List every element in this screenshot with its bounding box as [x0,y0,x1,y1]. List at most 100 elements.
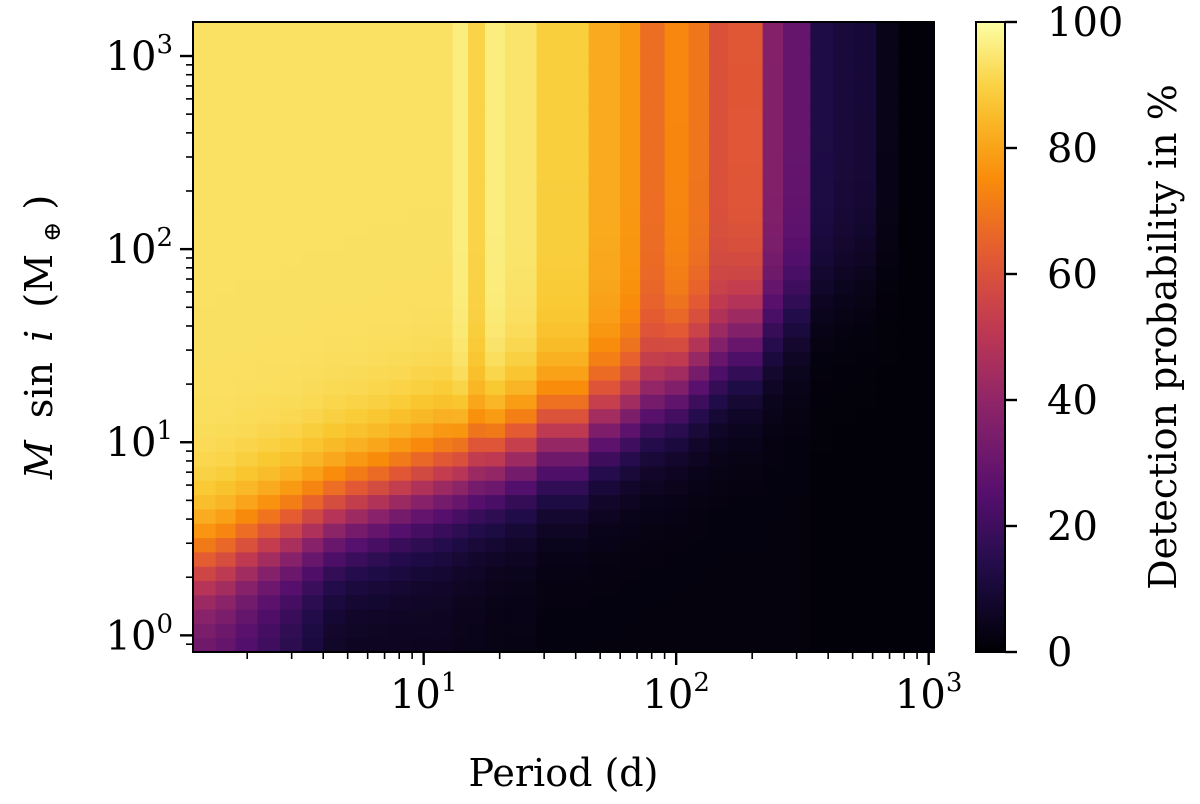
heatmap-cell [345,150,369,166]
heatmap-cell [280,337,303,352]
heatmap-cell [389,165,412,181]
heatmap-cell [727,122,764,138]
heatmap-cell [389,508,412,524]
heatmap-cell [193,508,217,524]
heatmap-cell [280,279,303,295]
heatmap-cell [505,365,538,381]
heatmap-cell [854,351,877,367]
heatmap-cell [433,165,454,181]
heatmap-cell [452,537,469,553]
heatmap-cell [664,394,690,410]
heatmap-cell [215,136,237,152]
heatmap-cell [876,136,900,152]
heatmap-cell [854,93,877,109]
heatmap-cell [280,122,303,138]
heatmap-cell [235,422,259,438]
heatmap-cell [485,451,506,467]
heatmap-cell [468,251,486,267]
heatmap-cell [664,308,690,324]
heatmap-cell [235,36,259,52]
heatmap-cell [452,251,469,267]
heatmap-cell [433,265,454,281]
y-axis-title-unit-sub: ⊕ [38,222,66,242]
heatmap-cell [762,322,784,338]
heatmap-cell [588,236,621,252]
heatmap-cell [833,179,856,195]
heatmap-cell [898,594,935,610]
heatmap-cell [257,480,281,496]
heatmap-cell [536,379,590,395]
heatmap-cell [854,236,877,252]
heatmap-cell [257,251,281,267]
heatmap-cell [323,265,347,281]
heatmap-cell [810,437,835,453]
heatmap-cell [727,437,764,453]
heatmap-cell [323,408,347,424]
heatmap-cell [688,322,710,338]
heatmap-cell [762,308,784,324]
heatmap-cell [345,122,369,138]
heatmap-cell [257,580,281,596]
heatmap-cell [854,251,877,267]
heatmap-cell [854,566,877,582]
heatmap-cell [664,279,690,295]
heatmap-cell [588,251,621,267]
heatmap-cell [468,150,486,166]
heatmap-cell [898,465,935,481]
heatmap-cell [280,79,303,95]
heatmap-cell [235,136,259,152]
heatmap-cell [898,523,935,539]
heatmap-cell [810,566,835,582]
heatmap-cell [640,322,666,338]
heatmap-cell [323,637,347,653]
heatmap-cell [898,609,935,624]
heatmap-cell [452,508,469,524]
heatmap-cell [620,136,641,152]
heatmap-cell [468,480,486,496]
heatmap-cell [664,294,690,309]
heatmap-cell [664,107,690,123]
heatmap-cell [389,523,412,539]
heatmap-cell [389,623,412,639]
heatmap-cell [709,451,729,467]
heatmap-cell [783,437,811,453]
heatmap-cell [280,465,303,481]
heatmap-cell [389,93,412,109]
heatmap-cell [536,179,590,195]
heatmap-cell [452,451,469,467]
heatmap-cell [468,208,486,224]
heatmap-cell [485,322,506,338]
heatmap-cell [640,408,666,424]
heatmap-cell [367,308,390,324]
heatmap-cell [302,480,324,496]
heatmap-cell [345,93,369,109]
heatmap-cell [367,294,390,309]
heatmap-cell [257,136,281,152]
heatmap-cell [193,566,217,582]
heatmap-cell [367,36,390,52]
heatmap-cell [505,236,538,252]
heatmap-cell [810,122,835,138]
heatmap-cell [452,322,469,338]
colorbar-tick-label: 80 [1047,126,1098,172]
heatmap-cell [664,179,690,195]
heatmap-cell [762,594,784,610]
heatmap-cell [485,294,506,309]
heatmap-cell [854,465,877,481]
heatmap-cell [345,22,369,37]
heatmap-cell [235,594,259,610]
heatmap-cell [854,150,877,166]
heatmap-cell [215,208,237,224]
heatmap-cell [620,437,641,453]
heatmap-cell [302,265,324,281]
heatmap-cell [762,537,784,553]
heatmap-cell [389,637,412,653]
heatmap-cell [345,36,369,52]
heatmap-cell [854,437,877,453]
heatmap-cell [709,609,729,624]
heatmap-cell [193,408,217,424]
heatmap-cell [257,93,281,109]
heatmap-cell [468,508,486,524]
heatmap-cell [215,93,237,109]
heatmap-cell [215,637,237,653]
